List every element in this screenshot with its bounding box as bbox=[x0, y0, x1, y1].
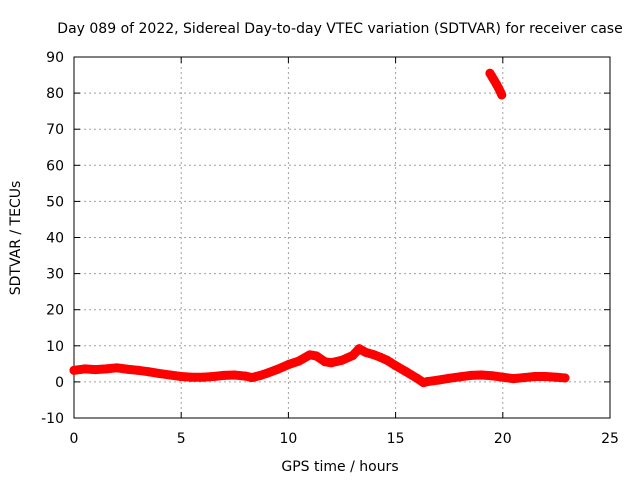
data-point bbox=[166, 371, 175, 380]
data-point bbox=[187, 373, 196, 382]
y-tick-label: 70 bbox=[46, 122, 64, 138]
y-tick-label: 0 bbox=[55, 375, 64, 391]
y-tick-label: 10 bbox=[46, 339, 64, 355]
chart-title: Day 089 of 2022, Sidereal Day-to-day VTE… bbox=[57, 21, 622, 37]
x-tick-label: 25 bbox=[601, 431, 619, 447]
data-point bbox=[112, 363, 121, 372]
x-tick-label: 15 bbox=[387, 431, 405, 447]
data-point bbox=[445, 374, 454, 383]
data-marks bbox=[70, 69, 570, 387]
axis-ticks: 0 5 10 15 20 25 -10 0 10 20 30 40 50 60 70 80 90 bbox=[41, 50, 619, 447]
data-point bbox=[230, 371, 239, 380]
data-point bbox=[80, 364, 89, 373]
data-point bbox=[220, 371, 229, 380]
data-point bbox=[391, 361, 400, 370]
data-point bbox=[348, 351, 357, 360]
x-tick-label: 10 bbox=[279, 431, 297, 447]
data-point bbox=[560, 373, 569, 382]
data-point bbox=[284, 360, 293, 369]
data-point bbox=[520, 373, 529, 382]
y-tick-label: 60 bbox=[46, 158, 64, 174]
data-point bbox=[273, 365, 282, 374]
sdtvar-chart: Day 089 of 2022, Sidereal Day-to-day VTE… bbox=[0, 0, 640, 480]
data-point bbox=[530, 372, 539, 381]
data-point bbox=[295, 356, 304, 365]
data-point bbox=[198, 373, 207, 382]
data-point bbox=[455, 372, 464, 381]
data-point bbox=[477, 371, 486, 380]
data-point bbox=[327, 358, 336, 367]
data-point bbox=[102, 364, 111, 373]
x-tick-label: 5 bbox=[177, 431, 186, 447]
y-tick-label: -10 bbox=[41, 411, 64, 427]
y-tick-label: 90 bbox=[46, 50, 64, 66]
data-point bbox=[338, 356, 347, 365]
data-point bbox=[509, 374, 518, 383]
data-point bbox=[155, 369, 164, 378]
x-axis-label: GPS time / hours bbox=[281, 459, 398, 475]
y-tick-label: 80 bbox=[46, 86, 64, 102]
data-point bbox=[466, 371, 475, 380]
data-point bbox=[402, 367, 411, 376]
data-point bbox=[262, 369, 271, 378]
x-tick-label: 20 bbox=[494, 431, 512, 447]
y-tick-label: 40 bbox=[46, 231, 64, 247]
y-axis-label: SDTVAR / TECUs bbox=[8, 181, 24, 296]
data-point bbox=[383, 356, 392, 365]
y-tick-label: 30 bbox=[46, 267, 64, 283]
data-point bbox=[247, 373, 256, 382]
data-point bbox=[177, 372, 186, 381]
data-point bbox=[497, 90, 506, 99]
data-point bbox=[209, 372, 218, 381]
data-point bbox=[552, 373, 561, 382]
data-point bbox=[498, 373, 507, 382]
data-point bbox=[91, 365, 100, 374]
y-tick-label: 50 bbox=[46, 194, 64, 210]
data-point bbox=[123, 365, 132, 374]
data-point bbox=[145, 367, 154, 376]
data-point bbox=[70, 366, 79, 375]
data-point bbox=[434, 376, 443, 385]
data-point bbox=[423, 377, 432, 386]
data-point bbox=[361, 348, 370, 357]
data-point bbox=[488, 371, 497, 380]
data-point bbox=[134, 366, 143, 375]
data-point bbox=[312, 351, 321, 360]
y-tick-label: 20 bbox=[46, 303, 64, 319]
data-point bbox=[541, 372, 550, 381]
x-tick-label: 0 bbox=[70, 431, 79, 447]
